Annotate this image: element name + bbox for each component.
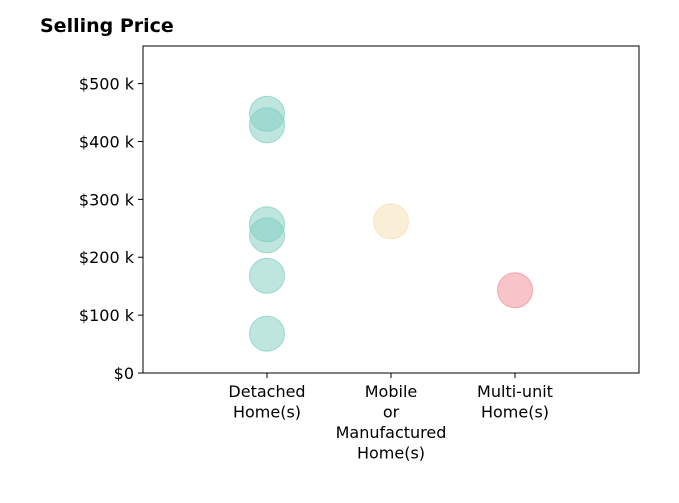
x-tick-label: or bbox=[383, 403, 400, 422]
data-point bbox=[249, 217, 285, 254]
y-tick-label: $0 bbox=[114, 364, 134, 383]
x-tick-label: Manufactured bbox=[336, 423, 447, 442]
y-tick-label: $400 k bbox=[79, 132, 135, 151]
points-layer bbox=[249, 95, 533, 352]
y-tick-label: $500 k bbox=[79, 75, 135, 94]
x-tick-label: Multi-unit bbox=[477, 382, 553, 401]
y-tick-label: $200 k bbox=[79, 248, 135, 267]
y-axis: $0 $100 k $200 k $300 k $400 k $500 k bbox=[79, 75, 143, 383]
data-point bbox=[497, 272, 533, 309]
x-tick-label: Home(s) bbox=[233, 403, 301, 422]
chart-title: Selling Price bbox=[40, 15, 174, 37]
x-tick-label: Detached bbox=[228, 382, 305, 401]
data-point bbox=[373, 203, 409, 240]
y-tick-label: $100 k bbox=[79, 306, 135, 325]
x-tick-label: Home(s) bbox=[481, 403, 549, 422]
x-tick-label: Mobile bbox=[365, 382, 417, 401]
data-point bbox=[249, 257, 285, 294]
data-point bbox=[249, 107, 285, 144]
data-point bbox=[249, 315, 285, 352]
x-tick-label: Home(s) bbox=[357, 444, 425, 463]
y-tick-label: $300 k bbox=[79, 190, 135, 209]
